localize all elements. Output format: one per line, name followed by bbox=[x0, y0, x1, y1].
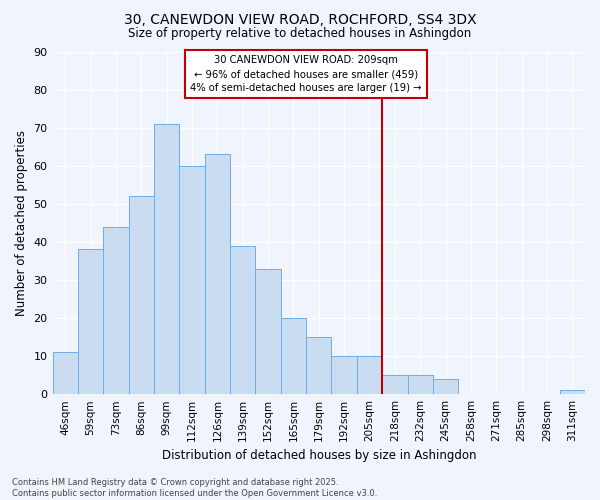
X-axis label: Distribution of detached houses by size in Ashingdon: Distribution of detached houses by size … bbox=[161, 450, 476, 462]
Y-axis label: Number of detached properties: Number of detached properties bbox=[15, 130, 28, 316]
Text: Size of property relative to detached houses in Ashingdon: Size of property relative to detached ho… bbox=[128, 28, 472, 40]
Bar bbox=[306, 337, 331, 394]
Bar bbox=[357, 356, 382, 394]
Bar bbox=[382, 375, 407, 394]
Text: 30, CANEWDON VIEW ROAD, ROCHFORD, SS4 3DX: 30, CANEWDON VIEW ROAD, ROCHFORD, SS4 3D… bbox=[124, 12, 476, 26]
Bar bbox=[331, 356, 357, 394]
Bar bbox=[154, 124, 179, 394]
Bar bbox=[256, 268, 281, 394]
Bar bbox=[281, 318, 306, 394]
Bar bbox=[205, 154, 230, 394]
Bar bbox=[78, 250, 103, 394]
Bar bbox=[179, 166, 205, 394]
Bar bbox=[407, 375, 433, 394]
Bar bbox=[230, 246, 256, 394]
Bar bbox=[433, 379, 458, 394]
Bar bbox=[53, 352, 78, 394]
Text: 30 CANEWDON VIEW ROAD: 209sqm
← 96% of detached houses are smaller (459)
4% of s: 30 CANEWDON VIEW ROAD: 209sqm ← 96% of d… bbox=[190, 56, 422, 94]
Bar bbox=[128, 196, 154, 394]
Bar bbox=[103, 226, 128, 394]
Bar bbox=[560, 390, 585, 394]
Text: Contains HM Land Registry data © Crown copyright and database right 2025.
Contai: Contains HM Land Registry data © Crown c… bbox=[12, 478, 377, 498]
